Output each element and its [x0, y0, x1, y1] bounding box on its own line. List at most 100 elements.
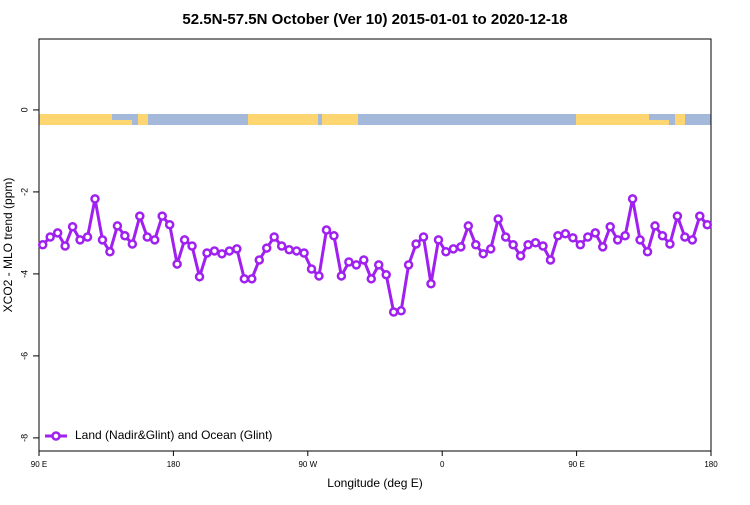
- data-point: [680, 232, 690, 242]
- data-point: [172, 259, 182, 269]
- data-point: [261, 243, 272, 253]
- y-tick-label: -6: [19, 352, 29, 360]
- data-point: [590, 228, 601, 238]
- data-point: [314, 271, 324, 281]
- data-point: [493, 214, 503, 224]
- data-point: [269, 232, 279, 242]
- y-tick-label: -8: [19, 434, 29, 442]
- data-point: [224, 246, 235, 256]
- data-point: [105, 247, 115, 257]
- data-point: [411, 239, 421, 249]
- data-point: [672, 211, 683, 221]
- data-point: [695, 211, 705, 221]
- data-point: [642, 247, 653, 257]
- x-tick-label: 90 E: [568, 460, 584, 469]
- data-point: [60, 241, 70, 251]
- data-point: [52, 228, 63, 238]
- data-point: [381, 269, 391, 280]
- data-point: [247, 274, 257, 284]
- data-point: [127, 239, 138, 249]
- data-point: [75, 235, 85, 245]
- data-point: [344, 257, 354, 267]
- data-point: [45, 232, 55, 242]
- data-point: [702, 219, 713, 230]
- x-tick-label: 0: [440, 460, 445, 469]
- data-point: [359, 255, 369, 265]
- data-point: [463, 221, 474, 231]
- data-point: [478, 249, 489, 259]
- data-point: [82, 232, 93, 242]
- y-axis-label: XCO2 - MLO trend (ppm): [1, 178, 15, 313]
- x-tick-label: 90 W: [298, 460, 317, 469]
- plot-frame: [38, 38, 712, 452]
- data-point: [164, 219, 175, 230]
- data-point: [157, 211, 167, 221]
- data-point: [597, 242, 608, 252]
- data-point: [239, 274, 250, 284]
- data-point: [485, 244, 496, 254]
- chart-title: 52.5N-57.5N October (Ver 10) 2015-01-01 …: [182, 11, 567, 28]
- data-point: [665, 239, 675, 249]
- data-point: [523, 240, 533, 250]
- data-point: [329, 231, 339, 241]
- data-point: [37, 240, 48, 250]
- y-tick-label: -4: [19, 270, 29, 278]
- data-point: [687, 235, 698, 245]
- data-point: [373, 260, 384, 270]
- data-point: [202, 248, 212, 258]
- data-point: [179, 235, 190, 245]
- data-point: [471, 240, 481, 250]
- data-point: [612, 235, 623, 245]
- x-axis-label: Longitude (deg E): [327, 476, 422, 490]
- data-point: [575, 240, 586, 250]
- data-point: [620, 231, 630, 241]
- data-point: [560, 228, 571, 239]
- data-point: [426, 278, 436, 289]
- data-point: [135, 211, 145, 221]
- data-point: [388, 307, 399, 317]
- data-point: [583, 232, 593, 242]
- data-point: [232, 244, 242, 254]
- land-ocean-band: [39, 114, 711, 125]
- data-point: [456, 242, 466, 252]
- data-point: [441, 247, 451, 257]
- data-point: [545, 255, 556, 265]
- data-point: [120, 231, 130, 241]
- data-point: [508, 240, 518, 250]
- data-point: [433, 235, 444, 245]
- data-point: [530, 237, 541, 248]
- y-tick-label: -2: [19, 188, 29, 196]
- data-point: [291, 246, 302, 256]
- data-point: [276, 241, 287, 251]
- data-point: [321, 225, 332, 235]
- data-point: [336, 271, 347, 281]
- y-tick-label: 0: [19, 107, 29, 112]
- x-tick-label: 90 E: [31, 460, 47, 469]
- data-point: [403, 260, 414, 270]
- data-point: [538, 241, 548, 251]
- data-point: [254, 255, 265, 265]
- data-point: [553, 231, 563, 241]
- data-point: [149, 235, 160, 245]
- x-tick-label: 180: [704, 460, 718, 469]
- data-point: [97, 235, 108, 245]
- data-point: [284, 244, 294, 255]
- data-point: [627, 194, 638, 204]
- data-point: [299, 248, 309, 258]
- data-point: [396, 306, 406, 316]
- data-point: [605, 222, 615, 232]
- data-point: [90, 194, 100, 204]
- legend-marker: [51, 431, 61, 441]
- data-point: [67, 222, 78, 232]
- data-point: [366, 274, 377, 284]
- data-point: [568, 233, 578, 243]
- data-point: [112, 221, 123, 231]
- data-point: [448, 244, 459, 254]
- data-point: [418, 232, 429, 242]
- data-point: [500, 232, 511, 242]
- data-point: [635, 235, 645, 245]
- data-point: [142, 232, 153, 242]
- data-point: [187, 241, 197, 251]
- x-tick-label: 180: [167, 460, 181, 469]
